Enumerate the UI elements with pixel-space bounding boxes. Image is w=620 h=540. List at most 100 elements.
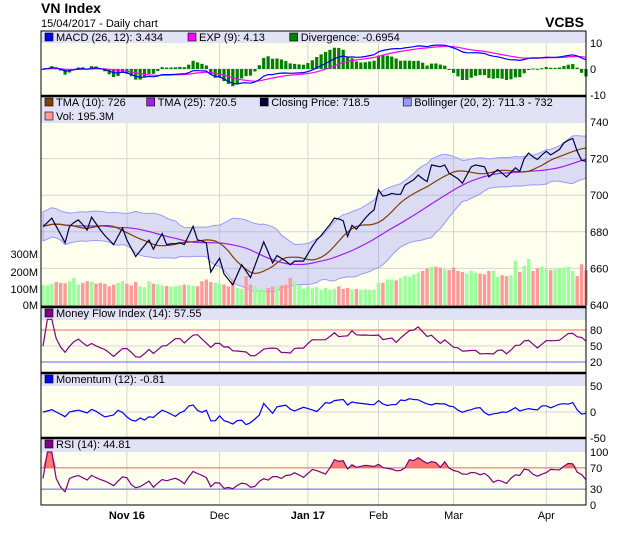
divergence-bar xyxy=(76,67,80,69)
volume-bar xyxy=(63,283,67,305)
macd-legend-band xyxy=(41,31,586,43)
divergence-bar xyxy=(204,65,208,69)
volume-bar xyxy=(76,284,81,305)
macd-y-tick: -10 xyxy=(590,90,606,102)
divergence-bar xyxy=(266,56,270,69)
volume-bar xyxy=(160,285,164,305)
divergence-bar xyxy=(513,69,517,78)
panel-momentum: 50 0 -50 Momentum (12): -0.81 xyxy=(41,373,606,445)
divergence-bar xyxy=(284,61,288,69)
volume-bar xyxy=(244,276,248,305)
divergence-bar xyxy=(571,63,575,69)
legend-label: MACD (26, 12): 3.434 xyxy=(56,32,163,44)
divergence-bar xyxy=(191,60,195,69)
volume-bar xyxy=(288,277,292,305)
brand-label: VCBS xyxy=(545,14,584,30)
volume-bar xyxy=(50,283,54,305)
divergence-bar xyxy=(557,67,562,69)
divergence-bar xyxy=(359,62,363,69)
volume-bar xyxy=(571,271,575,305)
x-tick-label: Dec xyxy=(210,510,230,522)
divergence-bar xyxy=(390,56,394,69)
panel-macd: 10 0 -10 MACD (26, 12): 3.434 EXP (9): 4.13 D… xyxy=(41,31,606,102)
legend-label: RSI (14): 44.81 xyxy=(56,439,131,451)
divergence-bar xyxy=(63,69,67,75)
legend-swatch xyxy=(289,32,299,42)
legend-swatch xyxy=(187,32,197,42)
volume-bar xyxy=(85,281,89,305)
volume-bar xyxy=(429,266,434,305)
divergence-bar xyxy=(385,55,389,69)
divergence-bar xyxy=(297,64,301,69)
volume-bar xyxy=(58,282,63,305)
divergence-bar xyxy=(187,64,191,69)
volume-bar xyxy=(575,276,579,305)
volume-bar xyxy=(535,268,540,305)
divergence-bar xyxy=(398,60,403,69)
divergence-bar xyxy=(288,63,292,69)
divergence-bar xyxy=(465,69,469,81)
divergence-bar xyxy=(217,69,222,78)
volume-bar xyxy=(465,273,469,305)
divergence-bar xyxy=(235,69,239,84)
volume-bar xyxy=(186,284,191,305)
legend-label: EXP (9): 4.13 xyxy=(199,32,265,44)
rsi-y-tick: 0 xyxy=(590,500,596,512)
volume-bar xyxy=(341,288,345,305)
divergence-bar xyxy=(41,69,45,70)
volume-bar xyxy=(156,284,160,305)
legend-swatch xyxy=(44,97,54,107)
divergence-bar xyxy=(169,67,173,69)
divergence-bar xyxy=(527,69,531,70)
volume-bar xyxy=(306,286,310,305)
divergence-bar xyxy=(496,69,500,79)
volume-bar xyxy=(416,272,420,305)
divergence-bar xyxy=(535,68,540,70)
volume-bar xyxy=(522,265,526,305)
volume-bar xyxy=(496,276,500,305)
momentum-y-tick: -50 xyxy=(590,433,606,445)
legend-swatch xyxy=(44,374,54,384)
volume-bar xyxy=(142,287,147,305)
price-y-tick: 640 xyxy=(590,300,608,312)
divergence-bar xyxy=(323,51,328,69)
volume-bar xyxy=(67,281,72,305)
exp-line xyxy=(42,45,587,82)
volume-bar xyxy=(350,289,354,305)
volume-bar xyxy=(420,271,425,305)
divergence-bar xyxy=(544,67,548,69)
volume-bar xyxy=(513,260,518,305)
volume-bar xyxy=(372,289,376,305)
volume-bar xyxy=(315,287,319,305)
x-tick-label: Nov 16 xyxy=(109,510,145,522)
divergence-bar xyxy=(412,60,416,69)
divergence-bar xyxy=(434,63,438,69)
volume-bar xyxy=(169,286,173,305)
volume-bar xyxy=(125,283,129,305)
mfi-line xyxy=(42,318,587,358)
volume-bar xyxy=(103,283,107,305)
volume-bar xyxy=(478,273,482,305)
volume-bar xyxy=(231,279,235,305)
volume-bar xyxy=(262,289,266,305)
divergence-bar xyxy=(531,68,535,70)
divergence-bar xyxy=(200,63,204,69)
volume-bar xyxy=(292,281,297,305)
volume-bar xyxy=(354,288,359,305)
divergence-bar xyxy=(253,69,257,72)
volume-bar xyxy=(279,285,284,305)
rsi-line xyxy=(42,451,587,493)
divergence-bar xyxy=(165,67,169,69)
x-tick-label: Jan 17 xyxy=(291,510,325,522)
divergence-bar xyxy=(518,69,522,78)
volume-bar xyxy=(438,267,443,305)
volume-bar xyxy=(504,276,509,305)
momentum-y-tick: 50 xyxy=(590,381,602,393)
volume-bar xyxy=(376,282,381,305)
volume-bar xyxy=(310,288,314,305)
volume-bar xyxy=(213,282,217,305)
legend-label: Vol: 195.3M xyxy=(56,111,114,123)
legend-label: Momentum (12): -0.81 xyxy=(56,374,165,386)
volume-bar xyxy=(134,282,138,305)
volume-bar xyxy=(367,290,372,305)
